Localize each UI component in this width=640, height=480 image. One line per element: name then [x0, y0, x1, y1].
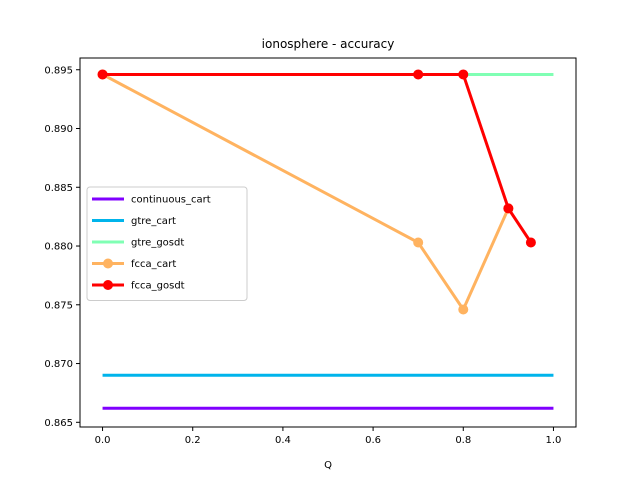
- x-axis: 0.0 0.2 0.4 0.6 0.8 1.0: [95, 427, 562, 446]
- y-tick-label: 0.885: [44, 183, 73, 194]
- x-axis-title: Q: [324, 460, 332, 471]
- x-tick-label: 0.8: [455, 435, 471, 446]
- x-tick-label: 0.4: [275, 435, 291, 446]
- legend-label: continuous_cart: [131, 195, 211, 206]
- y-axis: 0.865 0.870 0.875 0.880 0.885 0.890 0.895: [44, 65, 80, 429]
- axes-frame: [79, 57, 577, 428]
- data-point-fcca-cart: [458, 304, 469, 315]
- data-point-fcca-gosdt: [413, 69, 424, 80]
- legend-label: fcca_gosdt: [131, 281, 185, 292]
- legend-item-fcca-gosdt: fcca_gosdt: [92, 280, 185, 292]
- x-tick-label: 0.6: [365, 435, 381, 446]
- legend-item-continuous-cart: continuous_cart: [92, 195, 211, 206]
- legend-marker: [103, 258, 113, 269]
- legend-item-gtre-cart: gtre_cart: [92, 216, 176, 227]
- y-tick-label: 0.865: [44, 418, 73, 429]
- x-tick-label: 0.2: [185, 435, 201, 446]
- legend-marker: [103, 280, 113, 290]
- y-tick-label: 0.880: [44, 242, 73, 253]
- chart-title: ionosphere - accuracy: [262, 37, 395, 51]
- x-tick-label: 0.0: [95, 435, 111, 446]
- legend-label: fcca_cart: [131, 259, 176, 270]
- y-tick-label: 0.890: [44, 124, 73, 135]
- series-fcca-gosdt: [97, 69, 536, 248]
- y-tick-label: 0.870: [44, 359, 73, 370]
- plot-area: [97, 69, 554, 410]
- legend-label: gtre_cart: [131, 216, 176, 227]
- x-tick-label: 1.0: [546, 435, 562, 446]
- legend-box: [86, 186, 248, 301]
- series-line-fcca-cart: [101, 73, 510, 311]
- y-tick-label: 0.875: [44, 300, 73, 311]
- data-point-fcca-gosdt: [458, 69, 469, 80]
- legend: continuous_cart gtre_cart gtre_gosdt fcca_c…: [86, 186, 248, 301]
- legend-label: gtre_gosdt: [131, 238, 184, 249]
- legend-item-fcca-cart: fcca_cart: [92, 258, 176, 270]
- data-point-fcca-gosdt: [97, 69, 108, 80]
- legend-item-gtre-gosdt: gtre_gosdt: [92, 238, 184, 249]
- data-point-fcca-cart: [413, 237, 424, 248]
- data-point-fcca-gosdt: [503, 203, 514, 214]
- y-tick-label: 0.895: [44, 65, 73, 76]
- data-point-fcca-gosdt: [525, 237, 536, 248]
